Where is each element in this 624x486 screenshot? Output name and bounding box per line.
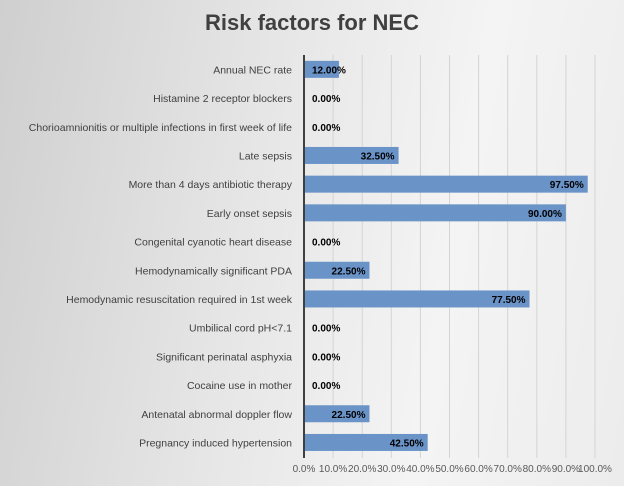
x-tick-label: 100.0% bbox=[578, 464, 612, 475]
category-label: Significant perinatal asphyxia bbox=[156, 351, 292, 363]
category-label: Antenatal abnormal doppler flow bbox=[141, 409, 292, 421]
category-label: Annual NEC rate bbox=[213, 64, 292, 76]
category-label: Histamine 2 receptor blockers bbox=[153, 93, 292, 105]
x-tick-label: 80.0% bbox=[523, 464, 551, 475]
x-tick-label: 50.0% bbox=[435, 464, 463, 475]
bar bbox=[304, 175, 588, 193]
bar bbox=[304, 405, 370, 423]
x-tick-label: 40.0% bbox=[406, 464, 434, 475]
x-tick-label: 20.0% bbox=[348, 464, 376, 475]
data-label: 97.50% bbox=[550, 180, 584, 191]
category-label: Late sepsis bbox=[239, 150, 292, 162]
bar bbox=[304, 60, 339, 78]
x-tick-label: 60.0% bbox=[464, 464, 492, 475]
x-tick-label: 70.0% bbox=[494, 464, 522, 475]
bar bbox=[304, 290, 530, 308]
category-label: More than 4 days antibiotic therapy bbox=[129, 179, 293, 191]
data-label: 0.00% bbox=[312, 94, 340, 105]
x-tick-label: 0.0% bbox=[293, 464, 316, 475]
data-label: 77.50% bbox=[492, 295, 526, 306]
data-label: 12.00% bbox=[312, 65, 346, 76]
data-label: 0.00% bbox=[312, 352, 340, 363]
data-label: 42.50% bbox=[390, 438, 424, 449]
data-label: 0.00% bbox=[312, 324, 340, 335]
category-label: Congenital cyanotic heart disease bbox=[134, 237, 292, 249]
x-tick-label: 10.0% bbox=[319, 464, 347, 475]
chart-title: Risk factors for NEC bbox=[205, 10, 419, 35]
x-tick-label: 90.0% bbox=[552, 464, 580, 475]
bar bbox=[304, 261, 370, 279]
category-label: Cocaine use in mother bbox=[187, 380, 293, 392]
data-label: 0.00% bbox=[312, 381, 340, 392]
data-label: 22.50% bbox=[332, 410, 366, 421]
category-label: Chorioamnionitis or multiple infections … bbox=[29, 122, 292, 134]
data-label: 0.00% bbox=[312, 123, 340, 134]
bar bbox=[304, 204, 566, 222]
category-label: Umbilical cord pH<7.1 bbox=[189, 323, 292, 335]
category-label: Hemodynamic resuscitation required in 1s… bbox=[66, 294, 293, 306]
bar bbox=[304, 146, 399, 164]
data-label: 22.50% bbox=[332, 266, 366, 277]
category-label: Pregnancy induced hypertension bbox=[139, 437, 292, 449]
category-label: Hemodynamically significant PDA bbox=[135, 265, 292, 277]
data-label: 90.00% bbox=[528, 209, 562, 220]
bar bbox=[304, 433, 428, 451]
data-label: 32.50% bbox=[361, 151, 395, 162]
x-tick-label: 30.0% bbox=[377, 464, 405, 475]
data-label: 0.00% bbox=[312, 238, 340, 249]
category-label: Early onset sepsis bbox=[207, 208, 292, 220]
